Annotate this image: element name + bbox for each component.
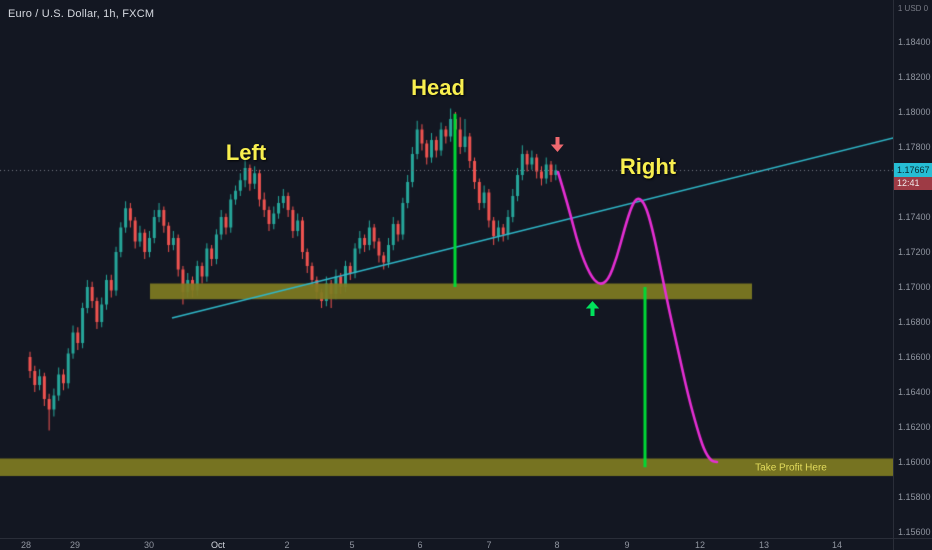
time-axis-label: 7 [486, 540, 492, 550]
price-axis-label: 1.16600 [898, 352, 931, 362]
time-axis-label: 13 [758, 540, 770, 550]
time-axis-label: 8 [554, 540, 560, 550]
price-chart-canvas[interactable] [0, 0, 893, 538]
price-axis-label: 1.16200 [898, 422, 931, 432]
price-axis-label: 1.17400 [898, 212, 931, 222]
price-axis-label: 1.18000 [898, 107, 931, 117]
price-axis-unit-header[interactable]: 1 USD 0 [897, 4, 929, 13]
price-axis-label: 1.16400 [898, 387, 931, 397]
up-arrow-icon[interactable] [585, 300, 600, 317]
price-axis-label: 1.17200 [898, 247, 931, 257]
price-axis-label: 1.16000 [898, 457, 931, 467]
left-shoulder-label[interactable]: Left [225, 140, 267, 165]
price-axis-label: 1.15800 [898, 492, 931, 502]
time-axis[interactable]: 28 29 30 Oct 2 5 6 7 8 9 12 13 14 [0, 538, 893, 550]
take-profit-label[interactable]: Take Profit Here [755, 462, 827, 474]
right-shoulder-label[interactable]: Right [619, 154, 677, 179]
price-axis-label: 1.15600 [898, 527, 931, 537]
price-axis-label: 1.18200 [898, 72, 931, 82]
time-axis-label: 6 [417, 540, 423, 550]
last-price-tag: 1.17667 [894, 163, 932, 178]
symbol-legend[interactable]: Euro / U.S. Dollar, 1h, FXCM [8, 8, 154, 20]
price-axis-label: 1.17000 [898, 282, 931, 292]
time-axis-label: 5 [349, 540, 355, 550]
time-axis-label: 30 [143, 540, 155, 550]
head-label[interactable]: Head [411, 75, 465, 100]
bar-countdown-tag: 12:41 [894, 177, 932, 191]
down-arrow-icon[interactable] [550, 136, 565, 153]
time-axis-label: Oct [210, 540, 226, 550]
time-axis-label: 2 [284, 540, 290, 550]
time-axis-label: 29 [69, 540, 81, 550]
symbol-title: Euro / U.S. Dollar, 1h, FXCM [8, 8, 155, 20]
time-axis-label: 28 [20, 540, 32, 550]
time-axis-label: 14 [831, 540, 843, 550]
price-axis-label: 1.18400 [898, 37, 931, 47]
price-axis-label: 1.16800 [898, 317, 931, 327]
time-axis-label: 12 [694, 540, 706, 550]
axis-corner [893, 538, 932, 550]
price-axis[interactable]: 1 USD 0 1.18400 1.18200 1.18000 1.17800 1.17… [893, 0, 932, 538]
price-axis-label: 1.17800 [898, 142, 931, 152]
time-axis-label: 9 [624, 540, 630, 550]
